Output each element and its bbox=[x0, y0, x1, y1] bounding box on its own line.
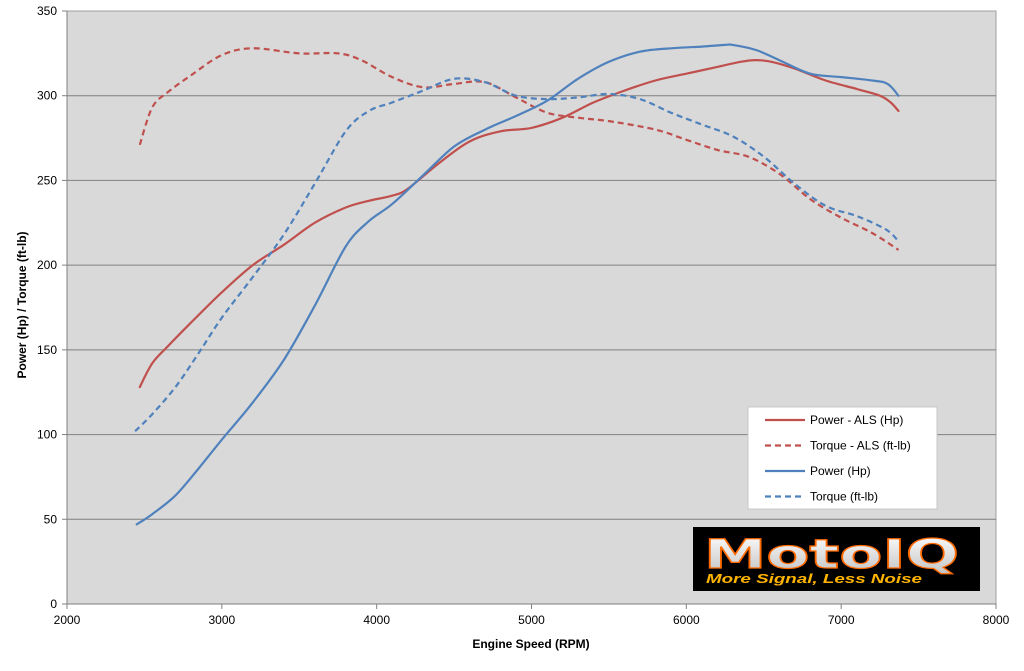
y-tick-label: 150 bbox=[37, 343, 57, 357]
legend-box bbox=[747, 406, 938, 510]
legend-items: Power - ALS (Hp) Torque - ALS (ft-lb) Powe… bbox=[765, 413, 911, 504]
logo-brand: MotoIQ bbox=[704, 532, 959, 578]
legend-label-power-als-hp: Power - ALS (Hp) bbox=[810, 413, 903, 427]
legend-label-power-hp: Power (Hp) bbox=[810, 464, 871, 478]
logo-tagline: More Signal, Less Noise bbox=[706, 571, 922, 586]
y-tick-label: 100 bbox=[37, 428, 57, 442]
logo-background bbox=[693, 527, 980, 591]
x-tick-label: 8000 bbox=[983, 613, 1010, 627]
x-tick-label: 6000 bbox=[673, 613, 700, 627]
axes: 0 50 100 150 200 250 300 350 2000 3000 4000 5000 600… bbox=[37, 4, 1010, 627]
y-tick-label: 300 bbox=[37, 89, 57, 103]
x-tick-label: 5000 bbox=[518, 613, 545, 627]
x-tick-label: 2000 bbox=[54, 613, 81, 627]
legend-label-torque-als-ft-lb: Torque - ALS (ft-lb) bbox=[810, 439, 911, 453]
x-axis-title: Engine Speed (RPM) bbox=[472, 637, 589, 651]
y-tick-label: 250 bbox=[37, 173, 57, 187]
motoiq-logo: MotoIQ More Signal, Less Noise bbox=[693, 527, 980, 591]
x-tick-label: 4000 bbox=[363, 613, 390, 627]
y-tick-label: 200 bbox=[37, 258, 57, 272]
series-line-power-hp bbox=[135, 43, 900, 526]
legend-label-torque-ft-lb: Torque (ft-lb) bbox=[810, 490, 878, 504]
series-lines bbox=[134, 43, 900, 526]
legend: Power - ALS (Hp) Torque - ALS (ft-lb) Powe… bbox=[747, 406, 938, 510]
y-tick-label: 0 bbox=[50, 597, 57, 611]
x-tick-label: 3000 bbox=[208, 613, 235, 627]
x-tick-label: 7000 bbox=[828, 613, 855, 627]
series-line-torque-ft-lb bbox=[134, 77, 900, 432]
y-axis-title: Power (Hp) / Torque (ft-lb) bbox=[15, 231, 29, 378]
y-tick-label: 50 bbox=[44, 512, 58, 526]
y-tick-label: 350 bbox=[37, 4, 57, 18]
